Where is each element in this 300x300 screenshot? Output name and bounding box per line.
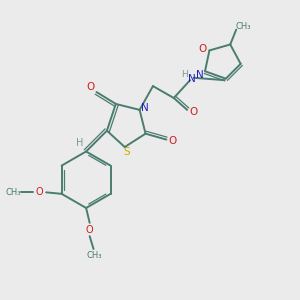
Text: CH₃: CH₃	[6, 188, 21, 197]
Text: H: H	[182, 70, 188, 79]
Text: O: O	[199, 44, 207, 54]
Text: N: N	[196, 70, 203, 80]
Text: O: O	[86, 82, 95, 92]
Text: O: O	[35, 188, 43, 197]
Text: S: S	[124, 147, 130, 158]
Text: N: N	[188, 74, 196, 84]
Text: H: H	[76, 138, 83, 148]
Text: O: O	[86, 225, 94, 235]
Text: CH₃: CH₃	[236, 22, 251, 31]
Text: O: O	[169, 136, 177, 146]
Text: O: O	[190, 107, 198, 117]
Text: N: N	[141, 103, 149, 113]
Text: CH₃: CH₃	[87, 251, 102, 260]
